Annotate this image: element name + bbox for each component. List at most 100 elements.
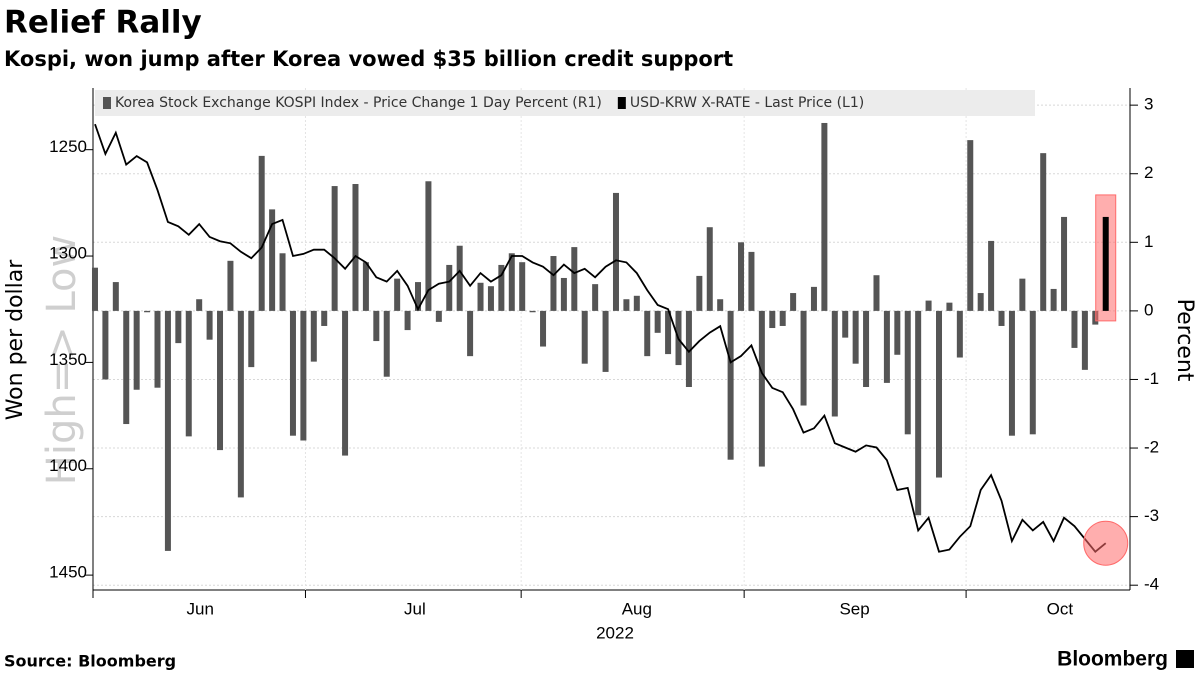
- bar: [1081, 310, 1088, 370]
- bar: [644, 310, 651, 357]
- bar: [477, 282, 484, 311]
- bar: [1019, 278, 1026, 311]
- y-tick-label: 1250: [49, 137, 87, 156]
- bar: [842, 310, 849, 338]
- bar: [342, 310, 349, 456]
- brand: Bloomberg: [1057, 648, 1168, 671]
- bar: [1050, 288, 1057, 311]
- y-tick-label: 1350: [49, 350, 87, 369]
- y2-tick-label: 0: [1144, 300, 1153, 319]
- bar: [800, 310, 807, 406]
- y2-tick-label: 3: [1144, 95, 1153, 114]
- bar: [321, 310, 328, 326]
- bar: [873, 275, 880, 311]
- chart-subtitle: Kospi, won jump after Korea vowed $35 bi…: [4, 47, 733, 71]
- bar: [362, 262, 369, 311]
- y2-tick-label: -2: [1144, 438, 1159, 457]
- legend-label: Korea Stock Exchange KOSPI Index - Price…: [115, 95, 602, 111]
- bar: [456, 245, 463, 311]
- watermark: High=> Low: [39, 235, 85, 485]
- bar: [217, 310, 224, 451]
- bar: [519, 262, 526, 311]
- y-axis-label: Won per dollar: [3, 259, 28, 421]
- bar: [467, 310, 474, 357]
- y2-tick-label: -4: [1144, 575, 1159, 594]
- bar: [383, 310, 390, 377]
- bar: [946, 302, 953, 311]
- bar: [112, 282, 119, 311]
- bar: [529, 310, 536, 313]
- legend-box: [95, 90, 1035, 116]
- y2-tick-label: 2: [1144, 163, 1153, 182]
- bar: [779, 310, 786, 326]
- bar: [487, 286, 494, 311]
- bar: [123, 310, 130, 425]
- bar: [237, 310, 244, 498]
- bar: [883, 310, 890, 383]
- highlight-circle: [1083, 520, 1129, 566]
- line: [94, 123, 1107, 553]
- bar: [508, 253, 515, 311]
- bar: [415, 282, 422, 311]
- bar: [144, 310, 151, 313]
- bar: [560, 277, 567, 311]
- bar: [91, 267, 98, 311]
- bar: [352, 184, 359, 311]
- bar: [279, 253, 286, 311]
- bar: [1061, 216, 1068, 311]
- bar: [956, 310, 963, 358]
- bar: [612, 192, 619, 311]
- bar: [654, 310, 661, 333]
- bar: [831, 310, 838, 417]
- bar: [300, 310, 307, 441]
- bar: [894, 310, 901, 355]
- bar: [498, 264, 505, 311]
- bar: [133, 310, 140, 390]
- bar: [936, 310, 943, 478]
- bar: [1008, 310, 1015, 436]
- bar: [404, 310, 411, 331]
- bar: [915, 310, 922, 516]
- bar: [738, 242, 745, 311]
- y2-tick-label: -1: [1144, 369, 1159, 388]
- bar: [394, 278, 401, 311]
- brand-icon: [1176, 650, 1194, 668]
- bar: [790, 293, 797, 311]
- bar: [446, 264, 453, 311]
- bar: [623, 299, 630, 311]
- bar: [248, 310, 255, 368]
- legend-swatch: [103, 97, 111, 109]
- bar: [102, 310, 109, 380]
- y2-tick-label: -3: [1144, 506, 1159, 525]
- bar: [602, 310, 609, 372]
- y2-tick-label: 1: [1144, 232, 1153, 251]
- bar: [258, 155, 265, 311]
- y-tick-label: 1450: [49, 563, 87, 582]
- y-tick-label: 1400: [49, 456, 87, 475]
- bar: [717, 299, 724, 311]
- bar: [696, 275, 703, 311]
- bar: [821, 122, 828, 311]
- bar: [727, 310, 734, 460]
- bar: [550, 256, 557, 311]
- bar: [185, 310, 192, 437]
- bar: [206, 310, 213, 340]
- bar: [706, 227, 713, 311]
- x-tick-label: Jun: [187, 599, 214, 618]
- bar: [748, 251, 755, 311]
- bar: [1071, 310, 1078, 348]
- bar: [310, 310, 317, 362]
- x-tick-label: Aug: [622, 599, 652, 618]
- bar: [1102, 216, 1109, 311]
- bar: [967, 140, 974, 311]
- bar: [196, 299, 203, 311]
- x-tick-label: Oct: [1047, 599, 1074, 618]
- bar: [227, 260, 234, 311]
- bar: [998, 310, 1005, 326]
- x-tick-label: Sep: [839, 599, 869, 618]
- bar: [810, 286, 817, 311]
- bar: [904, 310, 911, 435]
- bar: [863, 310, 870, 388]
- bar: [289, 310, 296, 436]
